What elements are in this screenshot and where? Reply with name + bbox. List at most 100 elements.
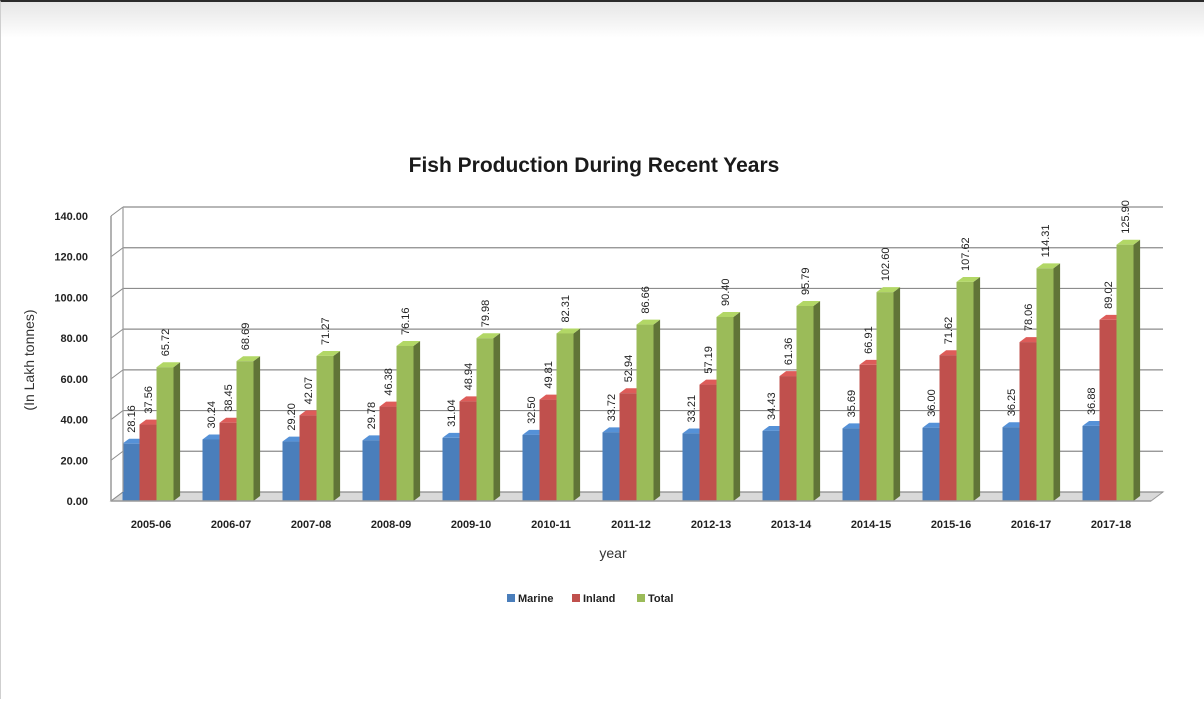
bar-total bbox=[476, 333, 501, 501]
bar-front bbox=[362, 440, 380, 501]
data-label: 34.43 bbox=[766, 392, 778, 420]
axes-layer: 0.00 20.00 40.00 60.00 80.00 100.00 120.00 140.… bbox=[54, 207, 1151, 531]
bar-total bbox=[956, 276, 981, 501]
bar-top bbox=[556, 328, 581, 334]
data-label: 37.56 bbox=[143, 386, 155, 414]
x-tick-label: 2006-07 bbox=[211, 519, 251, 531]
bar-front bbox=[459, 401, 477, 501]
gridline-depth bbox=[110, 491, 124, 502]
bar-total bbox=[636, 319, 661, 501]
gridline-depth bbox=[110, 328, 124, 339]
bar-front bbox=[442, 437, 460, 501]
bar-front bbox=[522, 434, 540, 501]
bar-side bbox=[253, 356, 261, 501]
data-label: 33.72 bbox=[606, 394, 618, 422]
data-label: 33.21 bbox=[686, 395, 698, 423]
bar-front bbox=[859, 364, 877, 501]
gridline-depth bbox=[110, 206, 124, 217]
data-label: 86.66 bbox=[640, 286, 652, 314]
legend-swatch-inland bbox=[572, 594, 580, 602]
bar-front bbox=[699, 384, 717, 501]
bar-top bbox=[956, 276, 981, 282]
bar-front bbox=[779, 376, 797, 501]
bar-side bbox=[733, 312, 741, 501]
data-label: 90.40 bbox=[720, 278, 732, 306]
data-label: 125.90 bbox=[1120, 200, 1132, 234]
data-label: 36.88 bbox=[1086, 387, 1098, 415]
bar-total bbox=[156, 362, 181, 501]
bar-front bbox=[636, 324, 654, 501]
data-label: 31.04 bbox=[446, 399, 458, 427]
data-label: 82.31 bbox=[560, 295, 572, 323]
data-label: 68.69 bbox=[240, 323, 252, 351]
y-tick-label: 0.00 bbox=[67, 496, 88, 508]
bar-top bbox=[1036, 263, 1061, 269]
y-tick-label: 60.00 bbox=[60, 374, 88, 386]
data-label: 71.27 bbox=[320, 317, 332, 345]
y-tick-label: 120.00 bbox=[54, 252, 88, 264]
data-label: 57.19 bbox=[703, 346, 715, 374]
x-tick-label: 2015-16 bbox=[931, 519, 971, 531]
legend-label-inland: Inland bbox=[583, 593, 615, 605]
bar-front bbox=[619, 393, 637, 501]
bar-top bbox=[796, 301, 821, 306]
bar-front bbox=[716, 316, 734, 501]
y-tick-label: 40.00 bbox=[60, 415, 88, 427]
y-axis-title: (In Lakh tonnes) bbox=[21, 309, 37, 410]
bar-front bbox=[876, 292, 894, 501]
data-label: 95.79 bbox=[800, 268, 812, 296]
bar-front bbox=[219, 422, 237, 501]
y-tick-label: 140.00 bbox=[54, 211, 88, 223]
x-tick-label: 2017-18 bbox=[1091, 519, 1131, 531]
bar-side bbox=[413, 341, 421, 501]
data-label: 71.62 bbox=[943, 317, 955, 345]
bar-front bbox=[379, 406, 397, 501]
gridline-depth bbox=[110, 369, 124, 380]
bar-total bbox=[1116, 239, 1141, 502]
x-tick-label: 2009-10 bbox=[451, 519, 491, 531]
y-tick-label: 100.00 bbox=[54, 292, 88, 304]
x-tick-label: 2013-14 bbox=[771, 519, 812, 531]
bar-total bbox=[236, 356, 261, 501]
data-label: 78.06 bbox=[1023, 304, 1035, 332]
legend-swatch-marine bbox=[507, 594, 515, 602]
bar-total bbox=[716, 312, 741, 501]
bars-layer bbox=[122, 239, 1141, 502]
legend-label-total: Total bbox=[648, 593, 673, 605]
data-label: 29.78 bbox=[366, 402, 378, 430]
bar-front bbox=[682, 433, 700, 501]
bar-side bbox=[173, 362, 181, 501]
legend-swatch-total bbox=[637, 594, 645, 602]
data-label: 79.98 bbox=[480, 300, 492, 328]
gridline-depth bbox=[110, 450, 124, 461]
legend-label-marine: Marine bbox=[518, 593, 553, 605]
bar-front bbox=[1019, 342, 1037, 501]
data-label: 30.24 bbox=[206, 401, 218, 429]
bar-side bbox=[813, 301, 821, 501]
data-label: 89.02 bbox=[1103, 281, 1115, 309]
bar-front bbox=[139, 424, 157, 501]
data-label: 38.45 bbox=[223, 384, 235, 412]
x-tick-label: 2014-15 bbox=[851, 519, 891, 531]
x-tick-label: 2012-13 bbox=[691, 519, 731, 531]
y-tick-label: 80.00 bbox=[60, 333, 88, 345]
bar-side bbox=[1053, 263, 1061, 501]
bar-front bbox=[956, 281, 974, 501]
data-label: 32.50 bbox=[526, 396, 538, 424]
bar-top bbox=[716, 312, 741, 317]
bar-front bbox=[1099, 319, 1117, 501]
bar-total bbox=[556, 328, 581, 501]
bar-total bbox=[396, 341, 421, 501]
bar-front bbox=[602, 432, 620, 501]
bar-top bbox=[1116, 239, 1141, 245]
gridline-depth bbox=[110, 247, 124, 258]
bar-front bbox=[556, 333, 574, 501]
bar-front bbox=[156, 367, 174, 501]
data-label: 65.72 bbox=[160, 329, 172, 357]
data-label: 36.00 bbox=[926, 389, 938, 417]
bar-front bbox=[762, 430, 780, 501]
bar-front bbox=[282, 441, 300, 501]
data-label: 46.38 bbox=[383, 368, 395, 396]
gridline-depth bbox=[110, 410, 124, 420]
